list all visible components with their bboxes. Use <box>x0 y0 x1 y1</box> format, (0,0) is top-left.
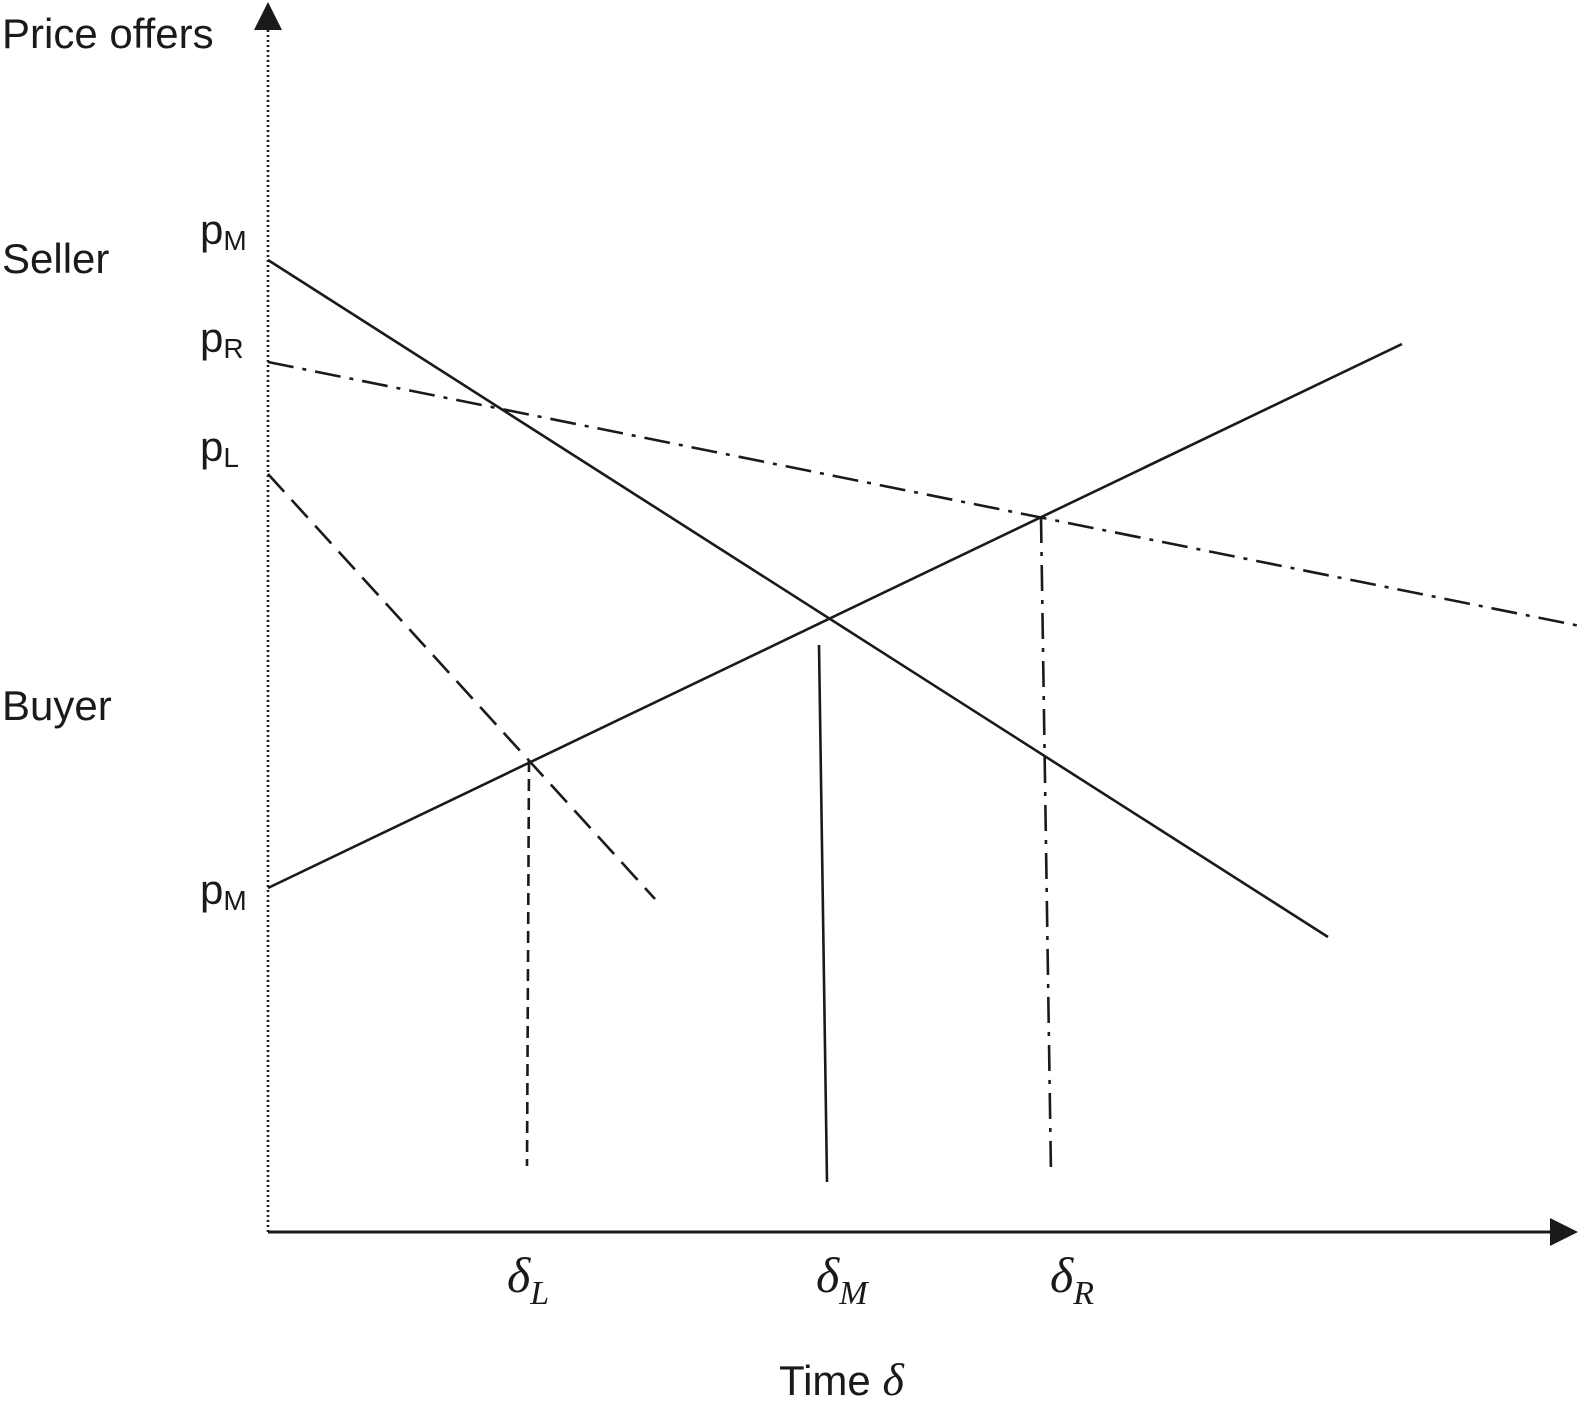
delta-l-vertical-line <box>525 759 531 1167</box>
price-label-pl: pL <box>200 423 239 473</box>
price-label-pm-buyer: pM <box>200 866 247 916</box>
y-axis-arrow-icon <box>254 2 282 30</box>
seller-label: Seller <box>2 235 109 282</box>
buyer-offer-line <box>267 342 1403 890</box>
y-axis-label: Price offers <box>2 10 214 57</box>
price-label-pm-seller: pM <box>200 206 247 256</box>
delta-label-r: δR <box>1050 1247 1094 1312</box>
x-axis-arrow-icon <box>1550 1218 1578 1246</box>
pl-offer-line <box>267 473 656 900</box>
delta-r-vertical-line <box>1039 516 1053 1175</box>
delta-m-vertical-line <box>817 644 829 1183</box>
buyer-label: Buyer <box>2 682 112 729</box>
delta-label-m: δM <box>816 1247 869 1312</box>
pr-offer-line <box>267 360 1585 629</box>
seller-offer-line <box>267 258 1329 939</box>
price-label-pr: pR <box>200 314 244 364</box>
delta-label-l: δL <box>507 1247 549 1312</box>
x-axis-label: Time δ <box>779 1354 904 1405</box>
